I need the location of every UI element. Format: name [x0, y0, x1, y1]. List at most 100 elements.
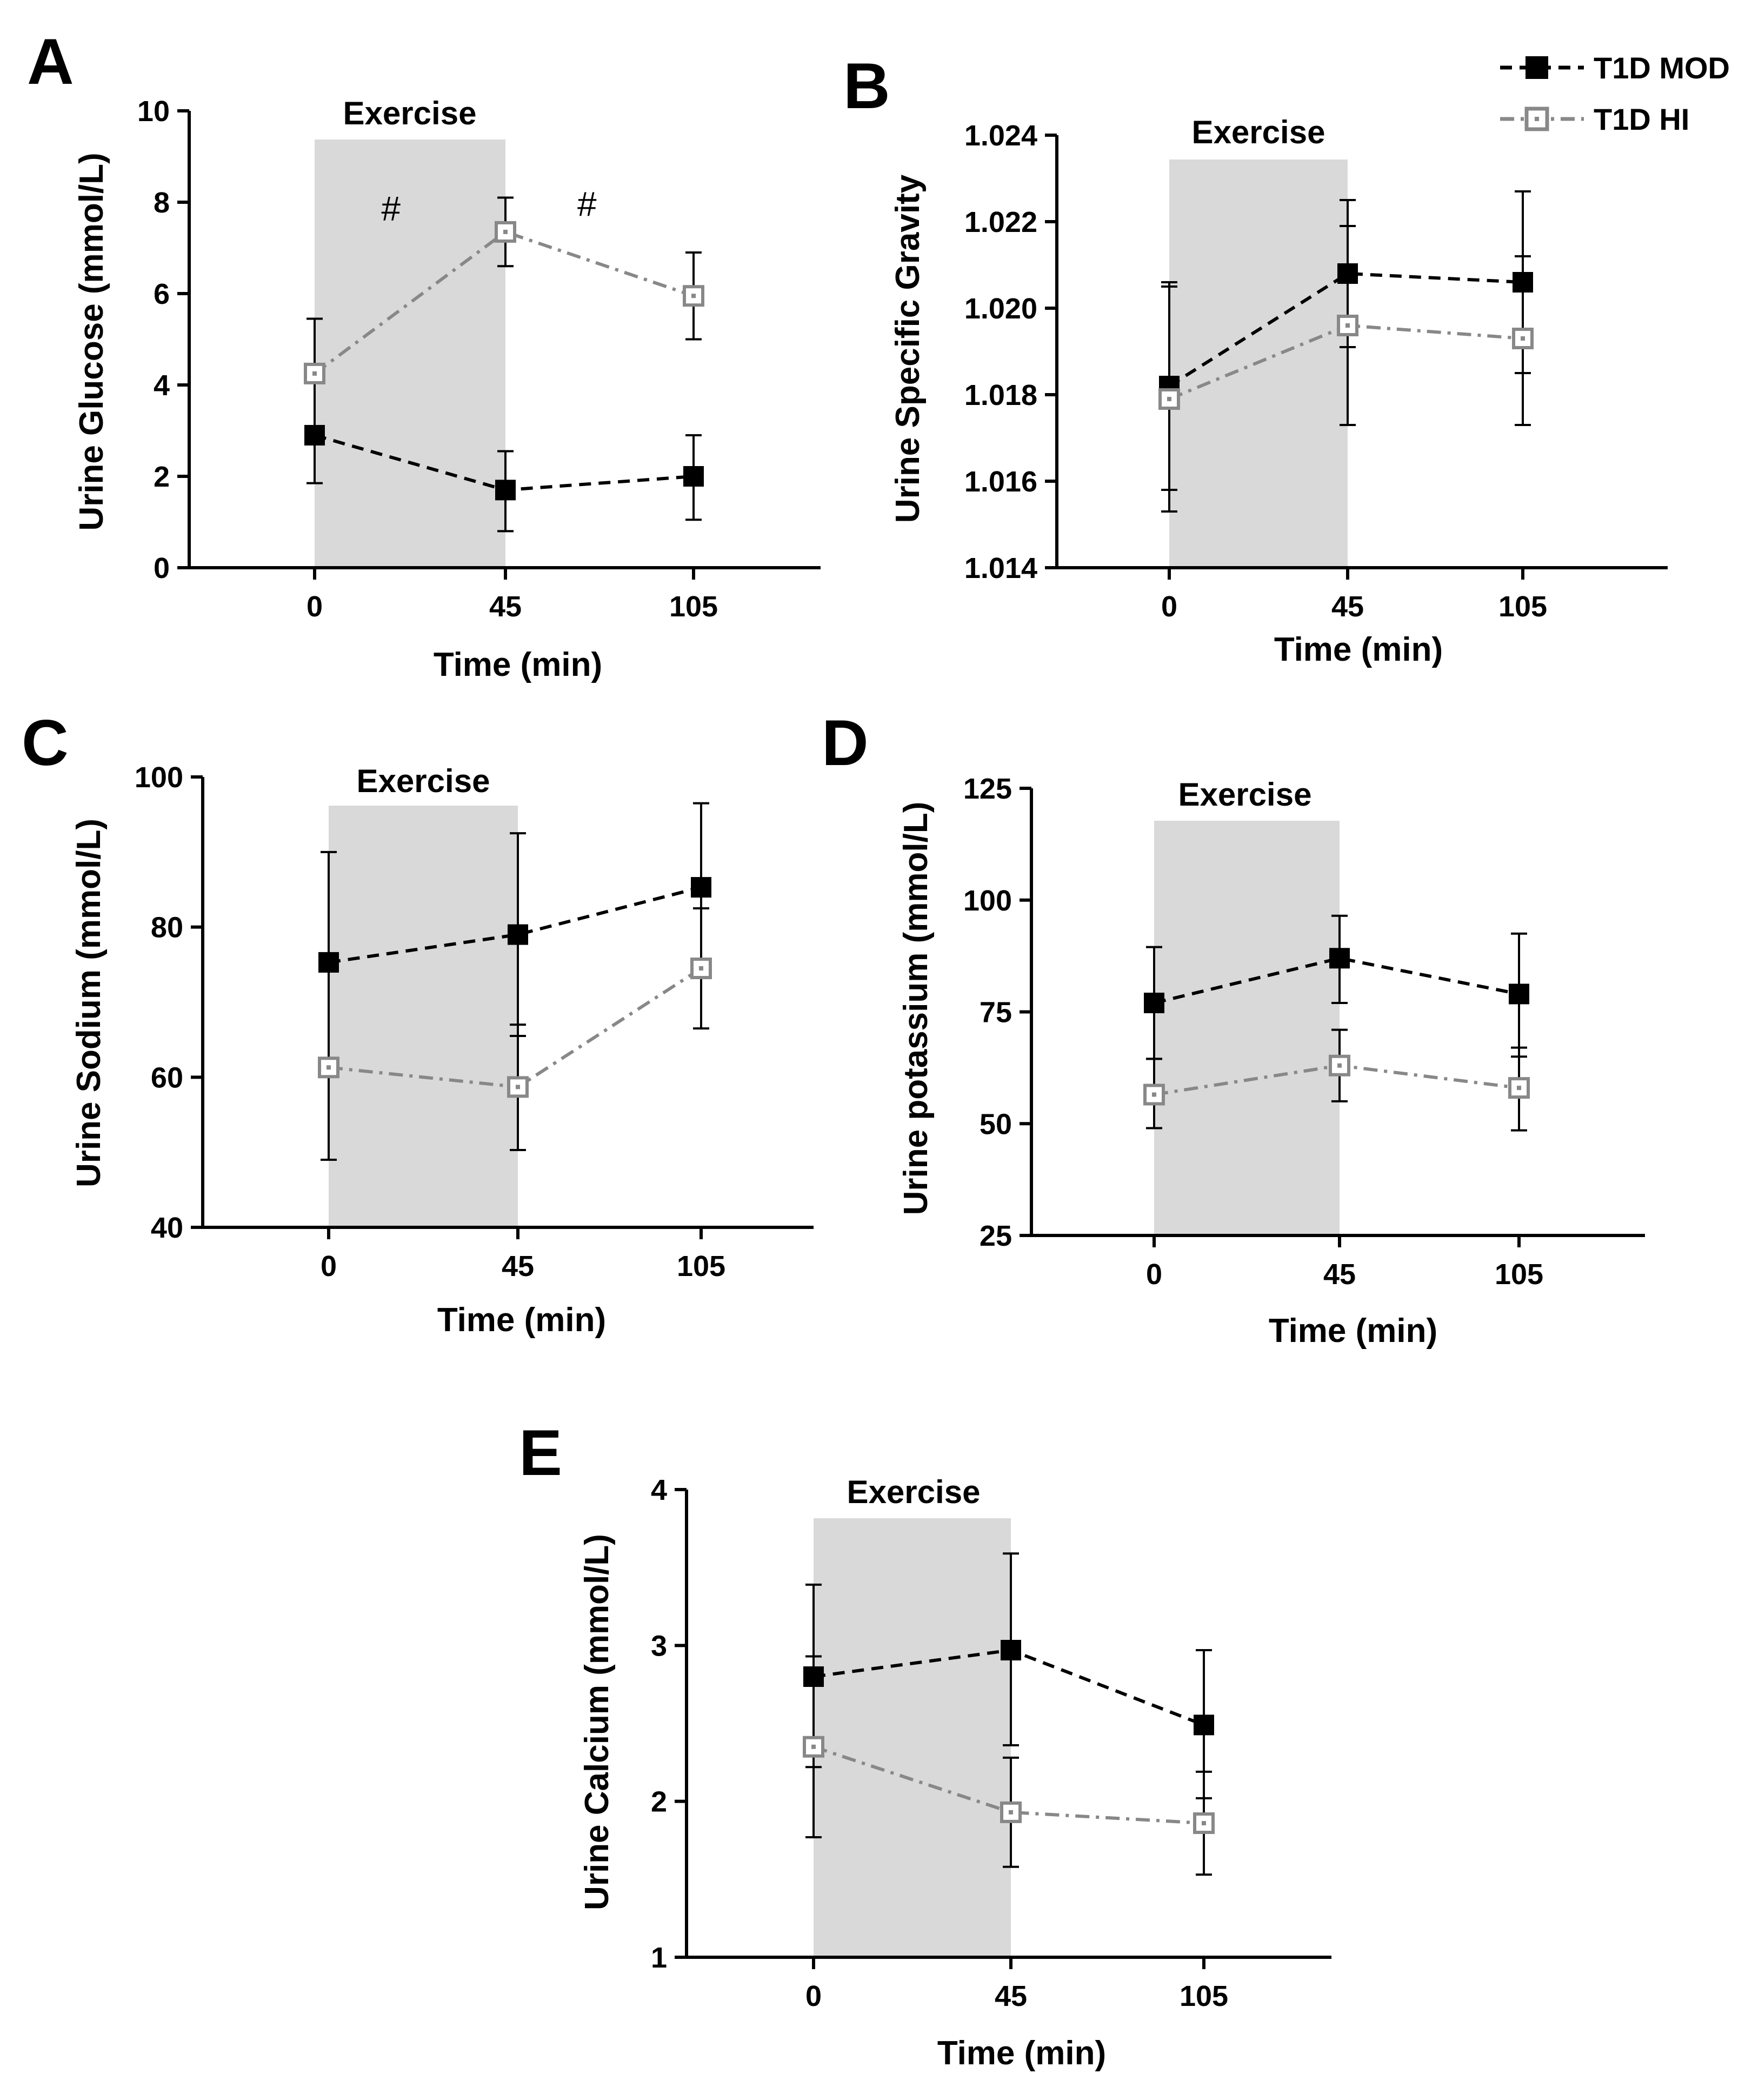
- y-tick-label: 125: [963, 773, 1012, 805]
- y-tick-label: 4: [651, 1474, 667, 1506]
- data-point-mod: [1194, 1714, 1214, 1736]
- y-ticks: 1 2 3 4: [651, 1474, 687, 1974]
- panel-letter: C: [22, 707, 69, 779]
- y-ticks: 1.014 1.016 1.018 1.020 1.022 1.024: [964, 119, 1057, 584]
- x-tick-label: 0: [805, 1980, 822, 2012]
- y-tick-label: 1.024: [964, 119, 1037, 152]
- exercise-label: Exercise: [1178, 776, 1312, 813]
- y-tick-label: 100: [963, 885, 1012, 917]
- y-tick-label: 8: [154, 187, 170, 219]
- data-point-hi: [1512, 328, 1534, 349]
- y-tick-label: 1.014: [964, 552, 1037, 584]
- x-tick-label: 45: [1331, 590, 1364, 623]
- y-tick-label: 100: [135, 761, 183, 794]
- x-tick-label: 45: [502, 1250, 534, 1282]
- x-axis-title: Time (min): [1274, 631, 1443, 668]
- panel-c: C Exercise 40 60 80 100 0 45 105 Time (min) U…: [22, 707, 814, 1339]
- legend-hi-label: T1D HI: [1594, 102, 1689, 136]
- significance-annotation: #: [381, 189, 401, 228]
- data-point-hi-dot: [1167, 397, 1171, 401]
- panel-e: E Exercise 1 2 3 4 0 45 105 Time (min) Urine …: [519, 1417, 1331, 2072]
- panel-d: D Exercise 25 50 75 100 125 0 45 105 Time (min…: [822, 707, 1645, 1350]
- y-axis-title: Urine Glucose (mmol/L): [73, 152, 110, 530]
- series-line-hi: [813, 1745, 1204, 1825]
- panel-letter: A: [27, 25, 74, 98]
- series-layer: [318, 802, 712, 1161]
- exercise-shade: [1154, 821, 1340, 1235]
- y-tick-label: 1: [651, 1942, 667, 1974]
- data-point-hi-dot: [516, 1085, 520, 1089]
- x-tick-label: 105: [1498, 590, 1547, 623]
- y-axis-title: Urine potassium (mmol/L): [897, 802, 935, 1215]
- x-tick-label: 0: [321, 1250, 337, 1282]
- data-point-hi: [1158, 388, 1180, 410]
- exercise-shade: [329, 806, 518, 1227]
- x-axis-title: Time (min): [1269, 1312, 1437, 1350]
- data-point-hi-dot: [1202, 1821, 1206, 1826]
- panel-letter: B: [843, 50, 890, 122]
- x-tick-label: 105: [669, 590, 718, 623]
- series-line-mod: [328, 886, 702, 964]
- x-axis-title: Time (min): [937, 2035, 1106, 2072]
- legend-mod-marker-icon: [1525, 56, 1548, 79]
- y-tick-label: 3: [651, 1630, 667, 1662]
- x-axis-title: Time (min): [434, 646, 602, 683]
- x-ticks: 0 45 105: [805, 1957, 1228, 2012]
- series-line-mod: [1154, 956, 1520, 1005]
- x-axis-title: Time (min): [437, 1301, 606, 1339]
- data-point-hi-dot: [1152, 1092, 1156, 1097]
- data-point-hi-dot: [811, 1744, 816, 1749]
- y-axis-title: Urine Sodium (mmol/L): [70, 819, 108, 1187]
- exercise-shade: [814, 1518, 1011, 1957]
- y-axis-title: Urine Calcium (mmol/L): [578, 1534, 616, 1910]
- data-point-hi-dot: [699, 966, 703, 971]
- series-layer: [1158, 190, 1534, 513]
- series-layer: [803, 1552, 1215, 1876]
- x-tick-label: 45: [1323, 1258, 1356, 1291]
- x-tick-label: 0: [1161, 590, 1177, 623]
- exercise-shade: [315, 139, 505, 568]
- annotations: # #: [381, 184, 597, 228]
- data-point-hi-dot: [503, 229, 508, 234]
- x-tick-label: 105: [1180, 1980, 1228, 2012]
- data-point-mod: [1509, 983, 1529, 1005]
- y-tick-label: 2: [651, 1786, 667, 1818]
- data-point-hi-dot: [1337, 1063, 1342, 1068]
- data-point-hi-dot: [1345, 323, 1350, 328]
- y-tick-label: 40: [151, 1212, 183, 1244]
- panel-b: B Exercise 1.014 1.016 1.018 1.020 1.022 1.02…: [843, 50, 1668, 668]
- data-point-hi-dot: [691, 294, 696, 298]
- exercise-label: Exercise: [1192, 114, 1325, 150]
- exercise-label: Exercise: [847, 1474, 981, 1510]
- y-ticks: 40 60 80 100: [135, 761, 203, 1244]
- y-ticks: 0 2 4 6 8 10: [137, 95, 189, 584]
- y-tick-label: 1.022: [964, 206, 1037, 238]
- y-tick-label: 10: [137, 95, 170, 128]
- x-tick-label: 105: [1495, 1258, 1543, 1291]
- y-tick-label: 75: [980, 996, 1012, 1029]
- y-tick-label: 1.020: [964, 293, 1037, 325]
- x-tick-label: 0: [307, 590, 323, 623]
- x-tick-label: 105: [677, 1250, 725, 1282]
- series-layer: [304, 196, 704, 533]
- y-tick-label: 50: [980, 1108, 1012, 1140]
- x-ticks: 0 45 105: [307, 568, 718, 623]
- data-point-mod: [1001, 1639, 1021, 1660]
- data-point-hi-dot: [312, 371, 317, 376]
- y-tick-label: 4: [154, 369, 170, 402]
- x-tick-label: 45: [489, 590, 522, 623]
- data-point-hi-dot: [1517, 1086, 1521, 1091]
- legend-hi-marker-dot: [1535, 117, 1539, 121]
- data-point-mod: [691, 877, 711, 898]
- y-tick-label: 1.016: [964, 466, 1037, 498]
- data-point-mod: [1329, 948, 1350, 969]
- x-ticks: 0 45 105: [1161, 568, 1547, 623]
- x-tick-label: 0: [1146, 1258, 1162, 1291]
- legend: T1D MOD T1D HI: [1500, 51, 1730, 136]
- x-tick-label: 45: [995, 1980, 1027, 2012]
- y-tick-label: 2: [154, 461, 170, 493]
- data-point-mod: [495, 480, 516, 501]
- data-point-mod: [1144, 992, 1164, 1013]
